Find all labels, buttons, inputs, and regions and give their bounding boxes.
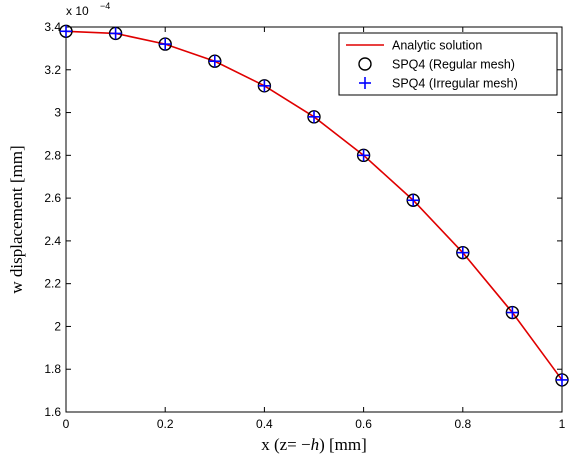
x-axis-label-prefix: x (z= − <box>261 435 310 454</box>
y-tick-label: 1.8 <box>44 362 61 376</box>
legend-label: SPQ4 (Regular mesh) <box>392 58 515 72</box>
data-point-plus <box>258 79 271 92</box>
y-tick-label: 2.4 <box>44 234 61 248</box>
data-point-plus <box>60 25 72 38</box>
data-point-plus <box>456 246 469 259</box>
legend-label: SPQ4 (Irregular mesh) <box>392 77 518 91</box>
legend-marker-plus <box>359 77 371 89</box>
x-tick-label: 0.6 <box>355 417 372 431</box>
axis-ticks <box>65 26 563 413</box>
legend-marker-circle <box>358 57 372 71</box>
y-tick-label: 1.6 <box>44 405 61 419</box>
x-tick-label: 1 <box>559 417 566 431</box>
x-axis-label-italic: h <box>311 435 320 454</box>
x-tick-label: 0 <box>63 417 70 431</box>
series-layer <box>59 24 569 387</box>
data-point-plus <box>308 110 320 123</box>
legend-item: SPQ4 (Regular mesh) <box>358 57 515 72</box>
y-tick-label: 3 <box>54 106 61 120</box>
x-axis-label-suffix: ) [mm] <box>319 435 367 454</box>
series-plus <box>60 25 568 386</box>
legend-item: Analytic solution <box>346 39 482 53</box>
legend: Analytic solution SPQ4 (Regular mesh) SPQ4… <box>338 32 558 96</box>
y-tick-label: 2.6 <box>44 191 61 205</box>
data-point-plus <box>109 27 122 40</box>
y-tick-labels: 1.6 1.8 2 2.2 2.4 2.6 2.8 3 3.2 3.4 <box>44 20 61 419</box>
data-point-plus <box>407 194 420 207</box>
x-tick-label: 0.8 <box>454 417 471 431</box>
y-axis-label: w displacement [mm] <box>7 145 26 293</box>
legend-label: Analytic solution <box>392 39 482 53</box>
legend-item: SPQ4 (Irregular mesh) <box>359 77 518 91</box>
data-point-plus <box>556 373 568 386</box>
data-point-plus <box>208 55 221 68</box>
y-tick-label: 2 <box>54 319 61 333</box>
y-tick-label: 2.2 <box>44 277 61 291</box>
x-tick-label: 0.4 <box>256 417 273 431</box>
y-tick-label: 3.4 <box>44 20 61 34</box>
legend-box <box>338 32 558 96</box>
y-axis-multiplier: x 10 <box>66 4 89 18</box>
data-point-plus <box>159 38 172 51</box>
x-axis-label: x (z= −h) [mm] <box>261 435 367 454</box>
y-tick-label: 2.8 <box>44 148 61 162</box>
x-tick-label: 0.2 <box>157 417 174 431</box>
y-axis-multiplier-exponent: −4 <box>100 1 110 11</box>
data-point-plus <box>357 149 370 162</box>
x-tick-labels: 0 0.2 0.4 0.6 0.8 1 <box>63 417 566 431</box>
data-point-plus <box>506 306 519 319</box>
y-tick-label: 3.2 <box>44 63 61 77</box>
